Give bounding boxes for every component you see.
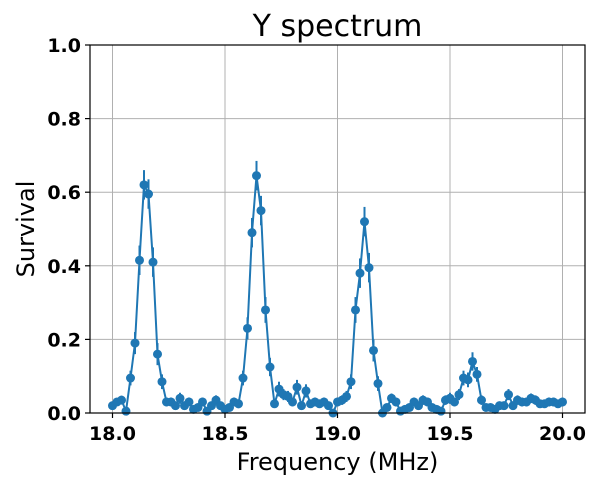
y-tick-label: 0.4 [47,256,81,278]
data-point [153,349,162,359]
data-point [130,338,140,348]
data-point [468,356,477,366]
data-point [261,305,270,315]
data-point [135,255,144,265]
data-point [184,397,194,407]
x-axis: 18.0 18.5 19.0 19.5 20.0 [89,413,586,445]
y-tick-label: 0.8 [47,109,81,131]
data-point [504,390,513,400]
data-point [238,373,248,383]
data-point [558,397,567,407]
data-point [198,397,207,407]
grid [90,44,585,414]
data-point [454,390,464,400]
data-point [157,377,167,387]
data-point [252,171,261,181]
data-point [499,401,509,411]
data-point [148,257,158,267]
data-point [364,263,374,273]
data-point [391,397,401,407]
data-point [292,382,302,392]
data-point [144,189,153,199]
data-point [139,180,149,190]
data-point [234,399,243,409]
data-point [171,401,180,411]
data-point [351,305,360,315]
y-axis-label: Survival [12,181,40,278]
data-point [117,395,126,405]
x-tick-label: 19.5 [427,423,474,445]
x-tick-label: 19.0 [314,423,361,445]
y-axis: 0.0 0.2 0.4 0.6 0.8 1.0 [47,35,90,425]
y-tick-label: 0.2 [47,329,81,351]
data-point [346,377,356,387]
y-tick-label: 0.0 [47,403,81,425]
x-tick-label: 18.5 [202,423,249,445]
data-point [288,397,297,407]
data-point [324,401,333,411]
data-point [450,397,459,407]
x-tick-label: 18.0 [89,423,136,445]
data-point [247,228,257,238]
data-point [243,323,252,333]
data-point [301,386,311,396]
data-point [360,217,369,227]
data-point [369,345,378,355]
chart-title: Y spectrum [252,9,423,44]
data-point [121,406,131,416]
x-axis-label: Frequency (MHz) [237,448,439,476]
x-tick-label: 20.0 [539,423,586,445]
data-point [463,375,473,385]
y-tick-label: 0.6 [47,182,81,204]
data-point [373,379,383,389]
data-point [126,373,135,383]
data-point [265,362,275,372]
data-point [297,401,306,411]
y-tick-label: 1.0 [47,35,81,57]
data-point [256,206,266,216]
data-point [355,268,365,278]
data-point [270,399,279,409]
data-point [472,369,482,379]
data-point [342,391,351,401]
data-point [382,402,392,412]
data-point [436,406,446,416]
data-point [477,395,486,405]
data-point [175,393,185,403]
